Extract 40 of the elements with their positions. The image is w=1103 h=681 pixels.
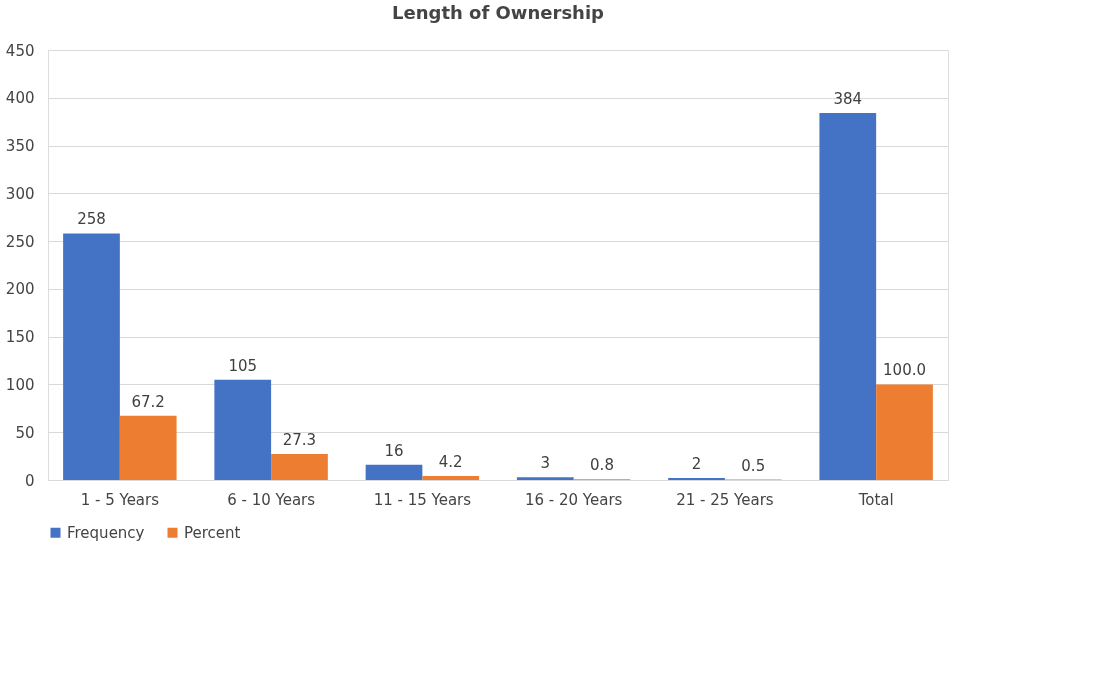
y-tick-label: 350 — [5, 137, 35, 156]
y-tick-label: 400 — [5, 89, 35, 108]
bar — [876, 384, 933, 480]
y-tick-label: 300 — [5, 184, 35, 203]
data-label: 16 — [384, 441, 404, 460]
legend-label: Percent — [184, 523, 241, 542]
y-tick-label: 50 — [15, 423, 35, 442]
bar — [365, 464, 423, 480]
bar — [63, 233, 120, 480]
data-label: 2 — [691, 455, 702, 474]
bar — [422, 475, 480, 480]
data-label: 3 — [540, 454, 551, 473]
bar — [214, 379, 272, 480]
chart-title: Length of Ownership — [392, 2, 605, 23]
x-tick-label: 6 - 10 Years — [227, 490, 316, 509]
x-tick-label: 1 - 5 Years — [80, 490, 160, 509]
bar — [516, 477, 574, 480]
x-tick-label: 11 - 15 Years — [373, 490, 472, 509]
y-tick-label: 200 — [5, 280, 35, 299]
y-tick-label: 150 — [5, 328, 35, 347]
bar — [819, 113, 877, 480]
data-label: 105 — [228, 356, 258, 375]
bar — [271, 453, 328, 480]
data-label: 27.3 — [282, 430, 317, 449]
data-label: 384 — [833, 90, 863, 109]
data-label: 0.8 — [590, 456, 614, 475]
y-tick-label: 450 — [5, 41, 35, 60]
y-tick-label: 250 — [5, 232, 35, 251]
data-label: 258 — [77, 210, 106, 229]
data-label: 0.5 — [741, 456, 766, 475]
data-label: 4.2 — [438, 452, 463, 471]
data-label: 67.2 — [131, 392, 165, 411]
x-tick-label: Total — [857, 490, 894, 509]
x-tick-label: 16 - 20 Years — [524, 490, 623, 509]
data-label: 100.0 — [883, 361, 926, 380]
legend-label: Frequency — [67, 523, 145, 542]
y-tick-label: 100 — [5, 375, 35, 394]
bar — [119, 415, 177, 480]
x-tick-label: 21 - 25 Years — [676, 490, 774, 509]
y-tick-label: 0 — [24, 471, 35, 490]
